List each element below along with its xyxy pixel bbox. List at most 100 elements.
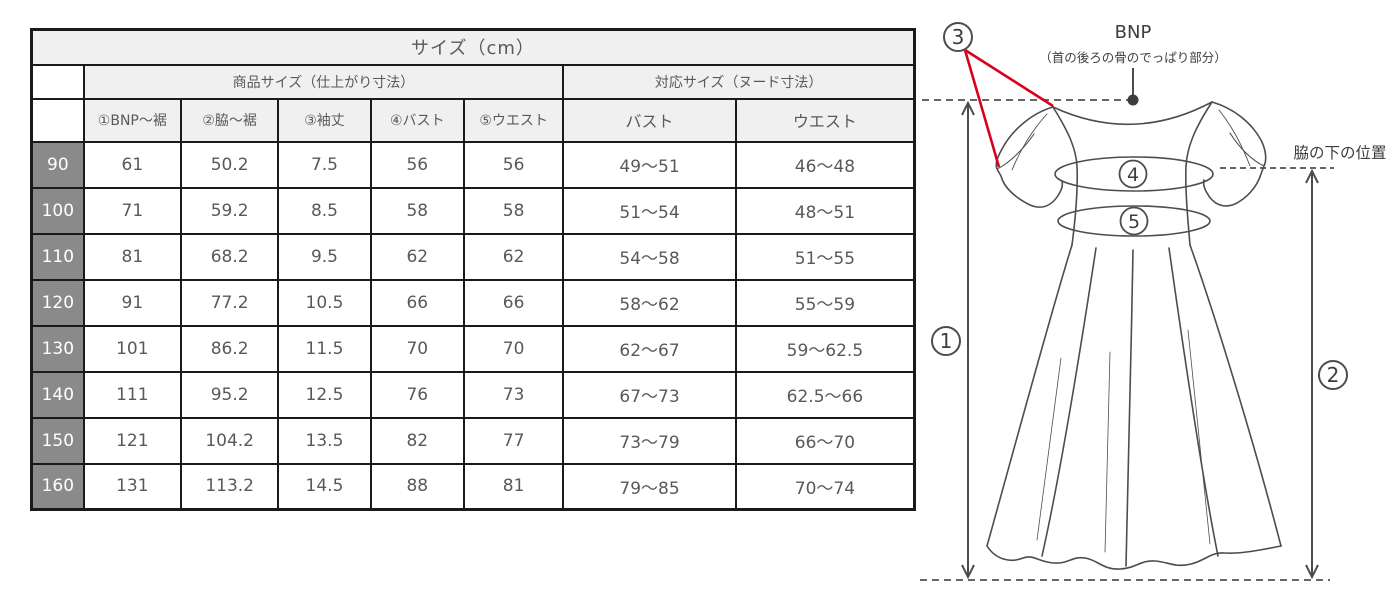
skirt-left-edge	[986, 244, 1073, 547]
measure-arrow-2	[1305, 168, 1319, 580]
skirt-seam-left	[1041, 247, 1097, 557]
value-cell: 70	[369, 324, 465, 373]
value-cell: 7.5	[277, 140, 372, 189]
value-cell: 56	[369, 140, 465, 189]
column-header-nude-waist: ウエスト	[734, 97, 916, 143]
marker-2-number: 2	[1327, 363, 1340, 387]
marker-1-number: 1	[940, 329, 953, 353]
value-cell: 58〜62	[562, 278, 737, 327]
column-header-nude-bust: バスト	[562, 97, 737, 143]
column-header-waist: ⑤ウエスト	[462, 97, 565, 143]
marker-3: 3	[943, 22, 973, 52]
marker-2: 2	[1318, 360, 1348, 390]
value-cell: 67〜73	[562, 370, 737, 419]
size-label-cell: 110	[30, 232, 85, 281]
left-sleeve-ruffle-line	[996, 133, 1035, 170]
waist-measure-ellipse	[1057, 205, 1211, 237]
skirt-hem	[986, 545, 1282, 570]
value-cell: 81	[462, 462, 565, 511]
size-table-row: 110 81 68.2 9.5 62 62 54〜58 51〜55	[30, 232, 916, 281]
bodice-left-seam	[1052, 106, 1078, 246]
value-cell: 51〜55	[734, 232, 916, 281]
table-title: サイズ（cm）	[30, 28, 916, 66]
marker-3-number: 3	[952, 25, 965, 49]
size-table-row: 120 91 77.2 10.5 66 66 58〜62 55〜59	[30, 278, 916, 327]
bnp-label: BNP	[1115, 22, 1152, 43]
value-cell: 51〜54	[562, 186, 737, 235]
column-header-row: ①BNP〜裾 ②脇〜裾 ③袖丈 ④バスト ⑤ウエスト バスト ウエスト	[30, 97, 916, 143]
size-table-row: 130 101 86.2 11.5 70 70 62〜67 59〜62.5	[30, 324, 916, 373]
size-label-cell: 150	[30, 416, 85, 465]
size-label-cell: 160	[30, 462, 85, 511]
value-cell: 46〜48	[734, 140, 916, 189]
value-cell: 113.2	[179, 462, 280, 511]
right-sleeve-fold-line	[1218, 109, 1251, 167]
group-header-nude-size: 対応サイズ（ヌード寸法）	[562, 63, 916, 100]
value-cell: 71	[82, 186, 183, 235]
value-cell: 58	[462, 186, 565, 235]
corner-blank-cell	[30, 97, 85, 143]
group-header-row: 商品サイズ（仕上がり寸法） 対応サイズ（ヌード寸法）	[30, 63, 916, 100]
value-cell: 77	[462, 416, 565, 465]
value-cell: 50.2	[179, 140, 280, 189]
dress-neckline	[1052, 101, 1213, 126]
underarm-label: 脇の下の位置	[1293, 144, 1386, 162]
value-cell: 58	[369, 186, 465, 235]
size-table-row: 100 71 59.2 8.5 58 58 51〜54 48〜51	[30, 186, 916, 235]
size-table-row: 90 61 50.2 7.5 56 56 49〜51 46〜48	[30, 140, 916, 189]
size-label-cell: 120	[30, 278, 85, 327]
value-cell: 62.5〜66	[734, 370, 916, 419]
value-cell: 101	[82, 324, 183, 373]
value-cell: 76	[369, 370, 465, 419]
value-cell: 131	[82, 462, 183, 511]
right-sleeve-ruffle-line	[1229, 132, 1265, 167]
skirt-fold-line	[1104, 351, 1111, 553]
marker-5: 5	[1119, 206, 1149, 236]
value-cell: 73	[462, 370, 565, 419]
value-cell: 104.2	[179, 416, 280, 465]
table-title-row: サイズ（cm）	[30, 28, 916, 66]
measure-arrow-1	[961, 100, 975, 580]
left-sleeve-fold-line	[1011, 113, 1048, 171]
value-cell: 73〜79	[562, 416, 737, 465]
value-cell: 61	[82, 140, 183, 189]
column-header-side-hem: ②脇〜裾	[179, 97, 280, 143]
value-cell: 81	[82, 232, 183, 281]
dress-illustration	[986, 101, 1282, 570]
value-cell: 13.5	[277, 416, 372, 465]
value-cell: 48〜51	[734, 186, 916, 235]
marker-4-number: 4	[1127, 164, 1139, 186]
value-cell: 86.2	[179, 324, 280, 373]
marker3-pointer-lines	[963, 48, 1054, 168]
value-cell: 70〜74	[734, 462, 916, 511]
value-cell: 8.5	[277, 186, 372, 235]
column-header-bust: ④バスト	[369, 97, 465, 143]
value-cell: 55〜59	[734, 278, 916, 327]
value-cell: 91	[82, 278, 183, 327]
value-cell: 62	[369, 232, 465, 281]
value-cell: 66	[462, 278, 565, 327]
size-table-row: 150 121 104.2 13.5 82 77 73〜79 66〜70	[30, 416, 916, 465]
bnp-point-dot	[1127, 94, 1139, 106]
marker-5-number: 5	[1128, 211, 1140, 233]
value-cell: 88	[369, 462, 465, 511]
value-cell: 49〜51	[562, 140, 737, 189]
skirt-right-edge	[1189, 244, 1282, 547]
column-header-sleeve: ③袖丈	[277, 97, 372, 143]
size-table-row: 160 131 113.2 14.5 88 81 79〜85 70〜74	[30, 462, 916, 511]
value-cell: 12.5	[277, 370, 372, 419]
skirt-seam-right	[1168, 247, 1219, 557]
corner-blank-cell	[30, 63, 85, 100]
size-label-cell: 130	[30, 324, 85, 373]
dress-left-sleeve	[995, 106, 1064, 208]
value-cell: 10.5	[277, 278, 372, 327]
value-cell: 77.2	[179, 278, 280, 327]
value-cell: 14.5	[277, 462, 372, 511]
value-cell: 59.2	[179, 186, 280, 235]
skirt-fold-line	[1036, 357, 1062, 541]
marker-1: 1	[931, 326, 961, 356]
value-cell: 54〜58	[562, 232, 737, 281]
value-cell: 11.5	[277, 324, 372, 373]
value-cell: 121	[82, 416, 183, 465]
